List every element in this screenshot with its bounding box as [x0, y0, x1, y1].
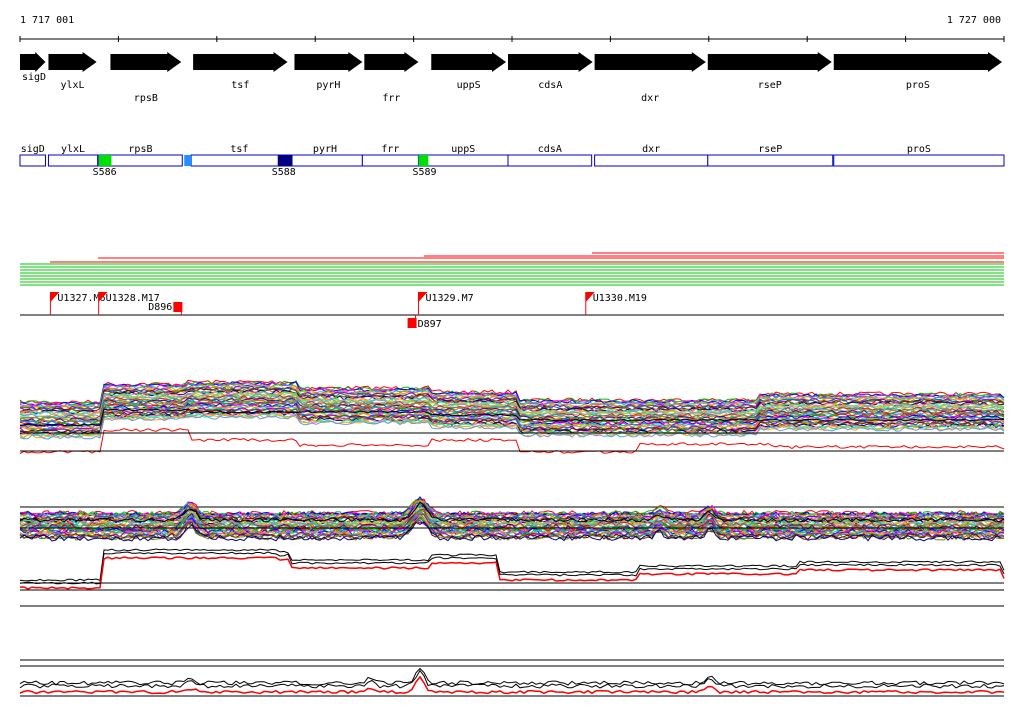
gene-arrow-rpsB[interactable]: [110, 52, 182, 72]
gene-arrow-sigD[interactable]: [20, 52, 46, 72]
gene-arrow-rseP[interactable]: [707, 52, 832, 72]
site-label: S586: [93, 167, 117, 178]
gene-arrow-uppS[interactable]: [431, 52, 507, 72]
upshift-label: U1327.M6: [57, 293, 105, 304]
gene-arrow-label: pyrH: [316, 80, 340, 91]
upshift-flag[interactable]: [418, 292, 428, 302]
site-marker-S586[interactable]: [98, 155, 112, 166]
gene-box-label: ylxL: [61, 144, 85, 155]
gene-box-uppS[interactable]: [417, 154, 509, 167]
site-label: S588: [272, 167, 296, 178]
expression-profile-panel-3: [19, 659, 1005, 697]
profile-line-black: [19, 551, 1005, 585]
downshift-flag[interactable]: [173, 302, 183, 312]
profile-line-black: [19, 548, 1005, 582]
gene-box-frr[interactable]: [361, 154, 419, 167]
expression-profile-panel-1: [19, 379, 1005, 454]
profile-line: [19, 397, 1005, 423]
gene-arrow-label: ylxL: [60, 80, 84, 91]
site-marker-S589[interactable]: [418, 155, 429, 166]
gene-arrow-proS[interactable]: [833, 52, 1002, 72]
gene-box-label: rseP: [758, 144, 782, 155]
gene-box-label: uppS: [451, 144, 475, 155]
gene-box-label: proS: [907, 144, 931, 155]
site-marker-S588[interactable]: [277, 155, 293, 166]
gene-box-label: sigD: [21, 144, 45, 155]
gene-arrow-cdsA[interactable]: [508, 52, 593, 72]
profile-line: [19, 500, 1004, 520]
ruler-start-label: 1 717 001: [20, 15, 74, 26]
gene-box-label: frr: [381, 144, 399, 155]
profile-line: [19, 388, 1005, 414]
upshift-label: U1329.M7: [425, 293, 473, 304]
profile-line: [19, 393, 1005, 419]
gene-box-rseP[interactable]: [707, 154, 834, 167]
profile-line: [19, 514, 1005, 538]
gene-box-label: rpsB: [128, 144, 152, 155]
site-marker-unlabeled-site[interactable]: [184, 155, 192, 166]
profile-line: [19, 521, 1005, 542]
profile-line-red: [19, 675, 1005, 695]
upshift-flag[interactable]: [585, 292, 595, 302]
gene-box-dxr[interactable]: [594, 154, 709, 167]
profile-line-black: [19, 501, 1005, 523]
profile-line-red: [19, 556, 1005, 590]
gene-arrow-ylxL[interactable]: [48, 52, 97, 72]
profile-line: [19, 414, 1005, 440]
profile-line: [19, 403, 1005, 429]
profile-line: [19, 413, 1005, 439]
gene-arrow-label: uppS: [457, 80, 481, 91]
gene-box-tsf[interactable]: [190, 154, 289, 167]
profile-line: [19, 496, 1005, 519]
upshift-flag[interactable]: [50, 292, 60, 302]
profile-line-red: [19, 428, 1005, 454]
gene-box-ylxL[interactable]: [47, 154, 99, 167]
profile-line: [19, 382, 1005, 408]
gene-box-pyrH[interactable]: [287, 154, 363, 167]
gene-box-sigD[interactable]: [19, 154, 46, 167]
gene-boxes-track: sigD ylxL rpsB tsf pyrH frr uppS cdsA dxr rseP pro…: [19, 144, 1005, 178]
profile-line-black: [19, 408, 1005, 427]
coordinate-ruler: 1 717 001 1 727 000: [19, 15, 1005, 42]
upshift-flag[interactable]: [98, 292, 108, 302]
profile-line: [19, 407, 1005, 433]
upshift-label: U1330.M19: [593, 293, 647, 304]
gene-arrow-label: frr: [382, 93, 400, 104]
site-label: S589: [412, 167, 436, 178]
shift-markers-track: U1327.M6 U1328.M17 U1329.M7 U1330.M19 D896 D8…: [20, 292, 1004, 330]
gene-arrow-label: rseP: [758, 80, 782, 91]
gene-arrows-track: sigD ylxL rpsB tsf pyrH frr uppS cdsA dxr rseP pro…: [20, 52, 1002, 104]
gene-arrow-tsf[interactable]: [193, 52, 288, 72]
ruler-ticks: [19, 36, 1005, 42]
profile-line: [19, 512, 1005, 534]
profile-line-black: [19, 667, 1005, 686]
gene-box-label: pyrH: [313, 144, 337, 155]
expression-profile-panel-2: [19, 496, 1005, 607]
gene-arrow-label: dxr: [641, 93, 659, 104]
gene-arrow-label: tsf: [231, 80, 249, 91]
gene-arrow-label: sigD: [22, 72, 46, 83]
downshift-label: D897: [418, 319, 442, 330]
gene-box-proS[interactable]: [833, 154, 1005, 167]
profile-line: [19, 408, 1005, 434]
downshift-label: D896: [148, 302, 172, 313]
gene-box-label: tsf: [230, 144, 248, 155]
gene-arrow-dxr[interactable]: [594, 52, 706, 72]
gene-arrow-pyrH[interactable]: [294, 52, 363, 72]
gene-box-label: cdsA: [538, 144, 562, 155]
ruler-end-label: 1 727 000: [947, 15, 1001, 26]
profile-line-black: [19, 669, 1005, 689]
gene-box-label: dxr: [642, 144, 660, 155]
profile-line: [19, 410, 1005, 436]
gene-arrow-label: cdsA: [538, 80, 562, 91]
downshift-flag[interactable]: [407, 318, 417, 328]
segment-lines-track: [20, 252, 1004, 286]
gene-box-cdsA[interactable]: [507, 154, 593, 167]
profile-line: [19, 500, 1005, 522]
gene-arrow-label: proS: [906, 80, 930, 91]
upshift-label: U1328.M17: [106, 293, 160, 304]
gene-arrow-label: rpsB: [134, 93, 158, 104]
gene-arrow-frr[interactable]: [364, 52, 419, 72]
